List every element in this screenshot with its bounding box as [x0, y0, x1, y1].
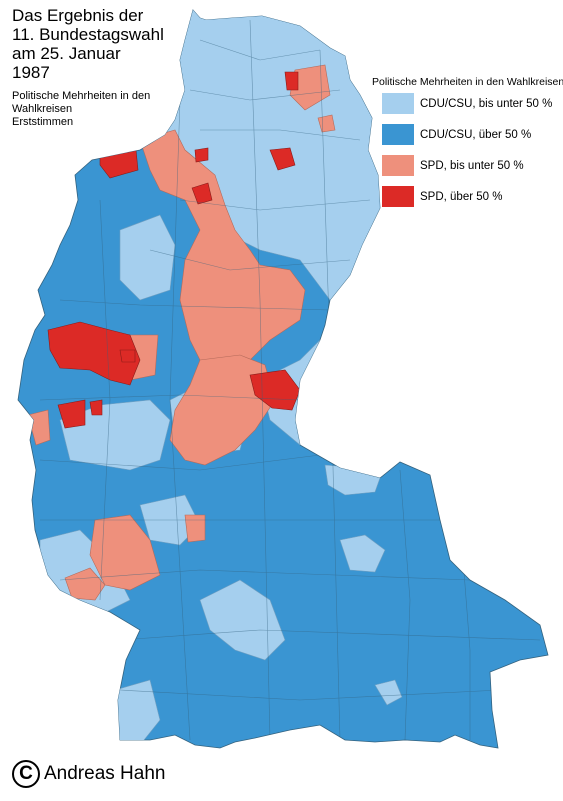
- legend-swatch: [382, 93, 414, 114]
- legend-item: SPD, über 50 %: [372, 186, 562, 207]
- author-name: Andreas Hahn: [44, 763, 166, 784]
- region-saarland-spd: [64, 567, 106, 601]
- legend-item: CDU/CSU, bis unter 50 %: [372, 93, 562, 114]
- map-title: Das Ergebnis der 11. Bundestagswahl am 2…: [12, 6, 192, 82]
- region-aachen-spd: [27, 409, 51, 446]
- title-line: 11. Bundestagswahl: [12, 25, 164, 44]
- legend: Politische Mehrheiten in den Wahlkreisen…: [372, 76, 563, 217]
- legend-title: Politische Mehrheiten in den Wahlkreisen: [372, 76, 563, 88]
- region-hamburg-spd: [269, 147, 296, 171]
- region-kiel-spd: [289, 64, 331, 111]
- legend-item: SPD, bis unter 50 %: [372, 155, 562, 176]
- legend-label: SPD, über 50 %: [420, 190, 503, 203]
- legend-label: SPD, bis unter 50 %: [420, 159, 524, 172]
- region-west-light: [59, 399, 171, 471]
- region-nuremberg-light: [339, 534, 386, 573]
- copyright-icon: C: [12, 760, 40, 788]
- title-line: am 25. Januar: [12, 44, 121, 63]
- region-ruhr-spd: [47, 321, 141, 386]
- region-kiel-strong-spd: [284, 71, 299, 91]
- region-saar-pfalz-spd: [89, 514, 161, 591]
- region-cologne-spd: [57, 399, 86, 429]
- title-line: 1987: [12, 63, 50, 82]
- title-line: Das Ergebnis der: [12, 6, 144, 25]
- region-munich-light: [374, 679, 403, 706]
- region-mannheim-spd: [184, 514, 206, 543]
- legend-item: CDU/CSU, über 50 %: [372, 124, 562, 145]
- map-layer: [17, 9, 549, 749]
- legend-label: CDU/CSU, über 50 %: [420, 128, 532, 141]
- legend-swatch: [382, 155, 414, 176]
- region-bremen-spd: [191, 182, 213, 205]
- copyright-notice: C Andreas Hahn: [12, 760, 165, 788]
- map-subtitle: Politische Mehrheiten in den Wahlkreisen…: [12, 90, 182, 129]
- region-bonn-spd: [89, 399, 103, 416]
- region-hamburg-kiel-spd: [139, 129, 306, 371]
- constituency-lines: [39, 19, 541, 741]
- region-northwest-light: [119, 214, 176, 301]
- subtitle-line: Politische Mehrheiten in den: [12, 90, 151, 102]
- region-wilhelmshaven-spd: [194, 147, 209, 163]
- legend-swatch: [382, 186, 414, 207]
- region-hessen-spd: [169, 354, 276, 466]
- subtitle-line: Erststimmen: [12, 116, 74, 128]
- legend-swatch: [382, 124, 414, 145]
- legend-label: CDU/CSU, bis unter 50 %: [420, 97, 553, 110]
- region-dortmund-spd: [119, 349, 136, 363]
- subtitle-line: Wahlkreisen: [12, 103, 73, 115]
